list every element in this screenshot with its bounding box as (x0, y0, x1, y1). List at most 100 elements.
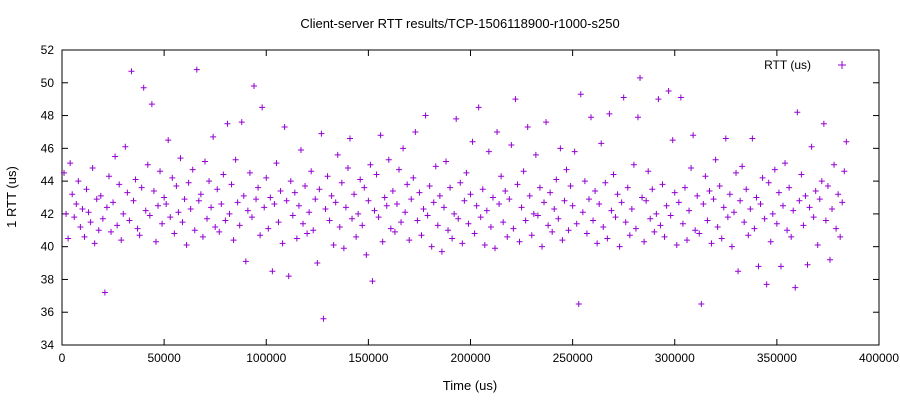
data-point (246, 169, 253, 176)
data-point (140, 84, 147, 91)
data-point (804, 261, 811, 268)
data-point (694, 192, 701, 199)
x-tick-label: 150000 (348, 351, 388, 365)
data-point (434, 222, 441, 229)
data-point (248, 214, 255, 221)
data-point (406, 237, 413, 244)
data-point (451, 210, 458, 217)
data-point (516, 238, 523, 245)
data-point (287, 178, 294, 185)
data-point (545, 222, 552, 229)
data-point (471, 230, 478, 237)
data-point (393, 201, 400, 208)
data-point (765, 179, 772, 186)
data-point (418, 232, 425, 239)
data-point (639, 194, 646, 201)
data-point (784, 227, 791, 234)
data-point (663, 202, 670, 209)
data-point (653, 210, 660, 217)
data-point (373, 171, 380, 178)
data-point (704, 217, 711, 224)
data-point (116, 181, 123, 188)
data-point (724, 214, 731, 221)
data-point (453, 115, 460, 122)
data-point (445, 227, 452, 234)
data-point (790, 207, 797, 214)
data-point (152, 238, 159, 245)
data-point (101, 289, 108, 296)
data-point (679, 220, 686, 227)
data-point (204, 215, 211, 222)
data-point (91, 240, 98, 247)
data-point (293, 235, 300, 242)
data-point (75, 178, 82, 185)
data-point (175, 209, 182, 216)
data-point (692, 227, 699, 234)
data-point (710, 196, 717, 203)
data-point (375, 214, 382, 221)
data-point (612, 214, 619, 221)
data-point (753, 194, 760, 201)
data-point (798, 171, 805, 178)
data-point (275, 219, 282, 226)
data-point (228, 181, 235, 188)
data-point (277, 187, 284, 194)
data-point (708, 240, 715, 247)
data-point (83, 186, 90, 193)
data-point (634, 114, 641, 121)
data-point (336, 224, 343, 230)
data-point (359, 222, 366, 229)
data-point (810, 214, 817, 221)
data-points (61, 66, 850, 322)
x-tick-label: 400000 (859, 351, 899, 365)
data-point (814, 242, 821, 249)
data-point (167, 214, 174, 221)
data-point (269, 268, 276, 275)
x-axis: 0 50000 100000 150000 200000 250000 300000 3500… (59, 50, 899, 365)
data-point (242, 258, 249, 265)
data-point (461, 197, 468, 204)
data-point (500, 219, 507, 226)
data-point (187, 205, 194, 212)
data-point (688, 165, 695, 171)
data-point (775, 189, 782, 196)
data-point (788, 233, 795, 240)
data-point (581, 178, 588, 185)
data-point (391, 228, 398, 235)
data-point (295, 202, 302, 209)
data-point (220, 171, 227, 178)
data-point (257, 232, 264, 239)
data-point (506, 196, 513, 203)
data-point (696, 230, 703, 237)
data-point (144, 161, 151, 168)
data-point (820, 120, 827, 127)
data-point (649, 186, 656, 193)
y-tick-label: 46 (41, 141, 55, 155)
y-tick-label: 48 (41, 109, 55, 123)
data-point (498, 173, 505, 180)
data-point (300, 220, 307, 227)
data-point (630, 161, 637, 168)
data-point (224, 120, 231, 127)
data-point (120, 210, 127, 217)
data-point (665, 87, 672, 94)
data-point (606, 110, 613, 117)
data-point (132, 176, 139, 183)
y-tick-label: 36 (41, 305, 55, 319)
data-point (414, 217, 421, 224)
data-point (502, 187, 509, 194)
data-point (128, 68, 135, 75)
data-point (504, 233, 511, 240)
data-point (549, 228, 556, 235)
data-point (647, 215, 654, 222)
data-point (332, 199, 339, 206)
data-point (473, 202, 480, 209)
data-point (114, 222, 121, 229)
data-point (794, 109, 801, 116)
data-point (543, 119, 550, 126)
data-point (297, 146, 304, 153)
data-point (381, 194, 388, 201)
data-point (690, 132, 697, 139)
data-point (93, 196, 100, 203)
data-point (65, 235, 72, 242)
